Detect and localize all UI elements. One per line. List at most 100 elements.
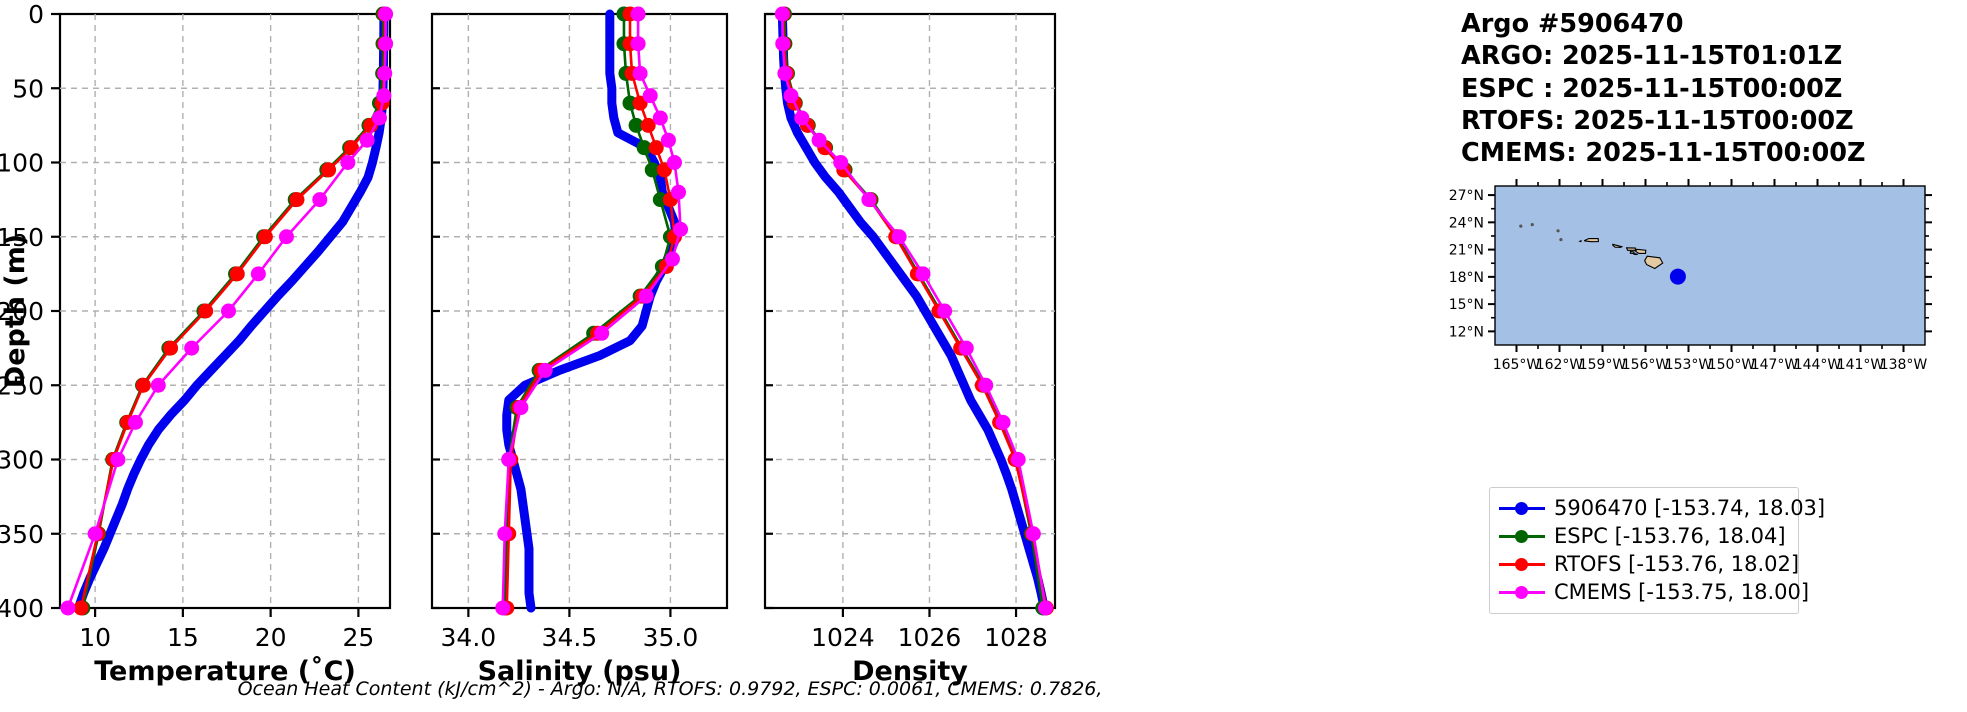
- series-marker: [632, 65, 648, 81]
- ytick-label: 200: [0, 297, 44, 326]
- legend-label: 5906470 [-153.74, 18.03]: [1554, 496, 1826, 520]
- series-marker: [537, 362, 553, 378]
- series-marker: [289, 192, 305, 208]
- ytick-label: 150: [0, 223, 44, 252]
- series-marker: [671, 184, 687, 200]
- series-marker: [513, 400, 529, 416]
- series-marker: [636, 140, 652, 156]
- series-marker: [660, 132, 676, 148]
- series-marker: [861, 192, 877, 208]
- map-lat-label: 27°N: [1449, 188, 1484, 204]
- header-argo-time: ARGO: 2025-11-15T01:01Z: [1461, 41, 1843, 72]
- map-lon-label: 162°W: [1536, 357, 1584, 373]
- series-marker: [221, 303, 237, 319]
- series-marker: [958, 340, 974, 356]
- series-marker: [377, 65, 393, 81]
- series-marker: [1010, 452, 1026, 467]
- map-land: [1519, 224, 1523, 228]
- map-land: [1629, 250, 1635, 255]
- series-marker: [811, 132, 827, 148]
- legend-item-cmems[interactable]: CMEMS [-153.75, 18.00]: [1499, 578, 1809, 606]
- series-marker: [127, 414, 143, 430]
- x-axis-title: Density: [852, 656, 968, 687]
- ytick-label: 250: [0, 371, 44, 400]
- series-marker: [321, 162, 337, 178]
- legend-item-argo[interactable]: 5906470 [-153.74, 18.03]: [1499, 494, 1825, 522]
- series-marker: [376, 88, 392, 104]
- xtick-label: 34.5: [542, 623, 598, 652]
- map-land: [1530, 223, 1534, 227]
- series-marker: [87, 526, 103, 542]
- xtick-label: 20: [255, 623, 287, 652]
- series-marker: [630, 36, 646, 52]
- series-marker: [630, 6, 646, 22]
- series-marker: [915, 266, 931, 282]
- y-axis-title: Depth (m): [0, 234, 31, 388]
- series-marker: [371, 110, 387, 126]
- map-lon-label: 153°W: [1665, 357, 1713, 373]
- ytick-label: 350: [0, 520, 44, 549]
- series-marker: [640, 117, 656, 133]
- xtick-label: 25: [342, 623, 374, 652]
- series-marker: [794, 110, 810, 126]
- legend-item-espc[interactable]: ESPC [-153.76, 18.04]: [1499, 522, 1789, 550]
- series-marker: [340, 155, 356, 170]
- series-marker: [378, 6, 394, 22]
- map-lat-label: 18°N: [1449, 270, 1484, 286]
- header-espc-time: ESPC : 2025-11-15T00:00Z: [1461, 73, 1843, 104]
- series-marker: [775, 36, 791, 52]
- series-marker: [378, 36, 394, 52]
- series-marker: [777, 65, 793, 81]
- map-lon-label: 159°W: [1579, 357, 1627, 373]
- xtick-label: 34.0: [441, 623, 497, 652]
- series-line: [502, 9, 681, 613]
- series-marker: [648, 140, 664, 156]
- xtick-label: 1024: [811, 623, 875, 652]
- series-marker: [257, 229, 273, 245]
- series-marker: [995, 414, 1011, 430]
- series-marker: [135, 377, 151, 393]
- ytick-label: 100: [0, 149, 44, 178]
- legend-swatch-icon: [1499, 582, 1545, 602]
- map-land: [1644, 255, 1664, 270]
- series-marker: [497, 526, 513, 542]
- xtick-label: 1028: [984, 623, 1048, 652]
- xtick-label: 10: [79, 623, 111, 652]
- legend-swatch-icon: [1499, 526, 1545, 546]
- series-legend: 5906470 [-153.74, 18.03] ESPC [-153.76, 1…: [1489, 487, 1825, 614]
- series-marker: [937, 303, 953, 319]
- map-ocean: [1494, 185, 1926, 346]
- map-land: [1583, 237, 1599, 243]
- map-lon-label: 150°W: [1708, 357, 1756, 373]
- series-marker: [495, 600, 511, 616]
- series-marker: [1037, 600, 1053, 616]
- ocean-heat-content-caption: Ocean Heat Content (kJ/cm^2) - Argo: N/A…: [237, 678, 1103, 700]
- ytick-label: 50: [12, 74, 44, 103]
- map-lat-label: 24°N: [1449, 215, 1484, 231]
- series-marker: [163, 340, 179, 356]
- ytick-label: 300: [0, 446, 44, 475]
- map-float-marker: [1669, 268, 1686, 285]
- map-lon-label: 165°W: [1493, 357, 1541, 373]
- map-lon-label: 156°W: [1622, 357, 1670, 373]
- series-marker: [891, 229, 907, 245]
- x-axis-title: Temperature (˚C): [94, 656, 356, 687]
- series-marker: [250, 266, 266, 282]
- map-land: [1559, 238, 1563, 242]
- series-marker: [638, 288, 654, 304]
- series-marker: [783, 88, 799, 104]
- panel-2: 1024 1026 1028 Density: [763, 6, 1057, 687]
- series-marker: [60, 600, 76, 616]
- series-marker: [359, 132, 375, 148]
- ytick-label: 0: [28, 0, 44, 29]
- legend-item-rtofs[interactable]: RTOFS [-153.76, 18.02]: [1499, 550, 1799, 578]
- series-marker: [594, 325, 610, 341]
- map-lat-label: 21°N: [1449, 243, 1484, 259]
- header-rtofs-time: RTOFS: 2025-11-15T00:00Z: [1461, 105, 1854, 136]
- map-land: [1635, 248, 1647, 254]
- location-map-inset: 12°N15°N18°N21°N24°N27°N165°W162°W159°W1…: [1449, 179, 1932, 373]
- series-marker: [664, 251, 680, 267]
- series-marker: [642, 88, 658, 104]
